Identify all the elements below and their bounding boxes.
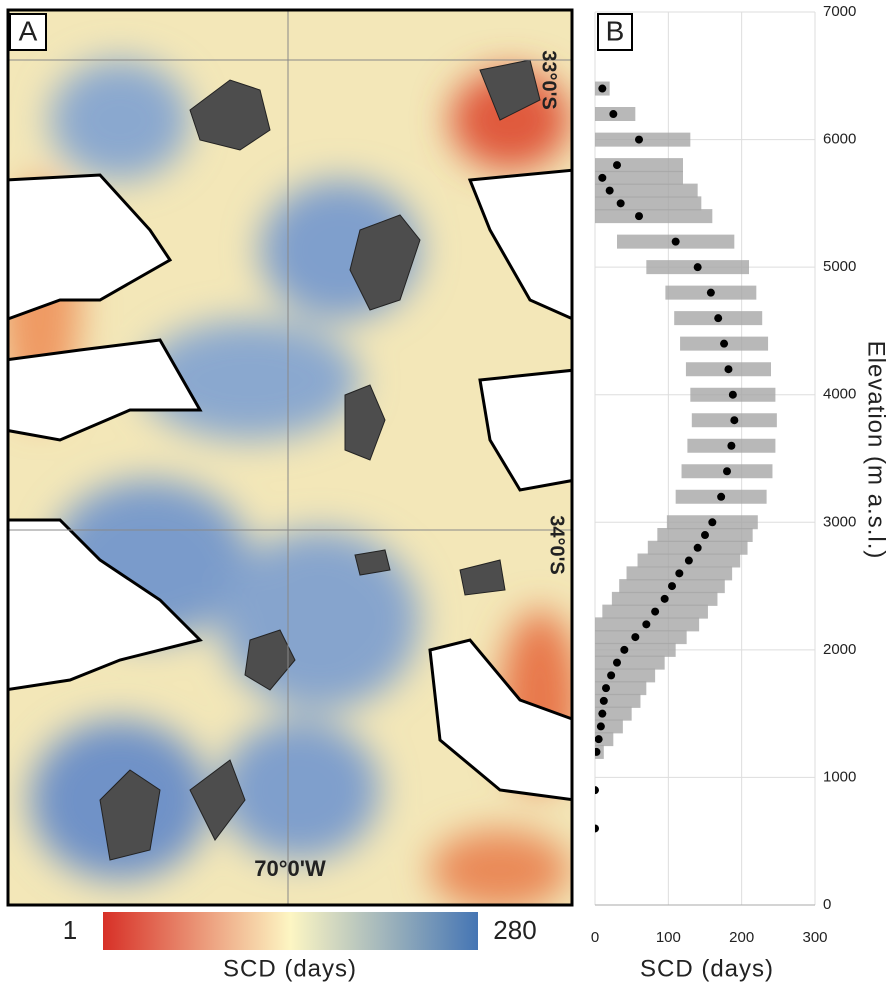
y-tick-label: 3000	[823, 513, 856, 530]
point	[598, 84, 607, 93]
map-frame	[6, 8, 574, 907]
y-tick-label: 0	[823, 896, 831, 913]
point	[701, 531, 709, 540]
lat-label: 33°0'S	[538, 50, 560, 109]
point	[642, 620, 651, 629]
point	[668, 582, 676, 591]
scatter-panel: 0 1000 2000 3000 4000 5000 6000 7000 0 100 200 300	[591, 3, 857, 946]
panel-label: A	[19, 15, 38, 46]
point	[613, 161, 621, 170]
map	[8, 10, 572, 905]
point	[728, 390, 737, 399]
x-tick-label: 100	[656, 929, 681, 946]
y-tick-label: 2000	[823, 641, 856, 658]
plot-area	[595, 81, 777, 833]
point	[727, 441, 736, 450]
point	[609, 110, 618, 119]
point	[717, 492, 726, 501]
y-tick-label: 6000	[823, 131, 856, 148]
point	[620, 645, 629, 654]
x-axis-label: SCD (days)	[640, 955, 774, 982]
point	[595, 824, 599, 833]
colorbar-max: 280	[493, 915, 536, 945]
y-tick-label: 7000	[823, 3, 856, 20]
point	[714, 314, 723, 323]
colorbar-min: 1	[63, 915, 77, 945]
point	[723, 467, 731, 476]
point	[602, 684, 610, 693]
point	[598, 709, 607, 718]
point	[635, 212, 643, 221]
y-tick-label: 5000	[823, 258, 856, 275]
y-tick-label: 4000	[823, 386, 856, 403]
y-axis-label: Elevation (m a.s.l.)	[863, 341, 890, 560]
point	[616, 199, 625, 208]
panel-label: B	[606, 15, 625, 46]
point	[706, 288, 715, 297]
colorbar	[103, 912, 478, 950]
point	[613, 658, 621, 667]
x-tick-label: 300	[802, 929, 827, 946]
panel-label-box	[9, 13, 47, 51]
glaciers	[99, 59, 541, 861]
lat-label: 34°0'S	[546, 515, 568, 574]
graticule	[8, 10, 572, 905]
point	[607, 671, 616, 680]
point	[693, 263, 702, 272]
point	[724, 365, 733, 374]
point	[595, 747, 601, 756]
colorbar-label: SCD (days)	[223, 955, 357, 982]
point	[595, 735, 603, 744]
point	[599, 696, 608, 705]
point	[660, 594, 669, 603]
point	[684, 556, 693, 565]
y-tick-label: 1000	[823, 768, 856, 785]
point	[598, 173, 607, 182]
point	[596, 722, 605, 731]
panel-label-box	[597, 13, 633, 51]
point	[720, 339, 729, 348]
x-tick-label: 200	[729, 929, 754, 946]
x-tick-label: 0	[591, 929, 599, 946]
map-nodata	[8, 168, 572, 802]
point	[631, 633, 640, 642]
point	[651, 607, 660, 616]
point	[708, 518, 717, 527]
point	[635, 135, 643, 144]
point	[605, 186, 614, 195]
point	[693, 543, 702, 552]
point	[730, 416, 739, 425]
lon-label: 70°0'W	[254, 856, 326, 881]
point	[671, 237, 680, 246]
point	[675, 569, 684, 578]
point	[595, 786, 599, 795]
